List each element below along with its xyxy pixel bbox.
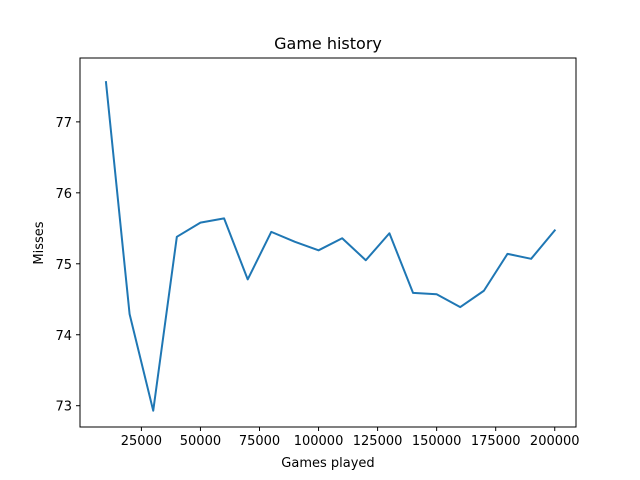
plot-area: 25000 50000 75000 100000 125000 150000 175000 2… <box>55 57 580 449</box>
x-tick-label: 175000 <box>471 434 521 449</box>
x-tick-label: 75000 <box>239 434 280 449</box>
x-tick-label: 125000 <box>353 434 403 449</box>
y-axis-label: Misses <box>32 221 47 264</box>
x-tick-label: 100000 <box>294 434 344 449</box>
chart-title: Game history <box>274 34 382 53</box>
y-tick-label: 75 <box>55 258 72 273</box>
y-tick-label: 73 <box>55 400 72 415</box>
y-tick-label: 74 <box>55 329 72 344</box>
plot-frame <box>79 57 577 428</box>
y-tick-label: 76 <box>55 187 72 202</box>
series-line-1 <box>104 81 557 412</box>
x-tick-label: 25000 <box>121 434 162 449</box>
x-axis-label: Games played <box>281 456 374 471</box>
x-tick-label: 200000 <box>530 434 580 449</box>
y-tick-label: 77 <box>55 116 72 131</box>
x-tick-label: 150000 <box>412 434 462 449</box>
x-tick-label: 50000 <box>180 434 221 449</box>
